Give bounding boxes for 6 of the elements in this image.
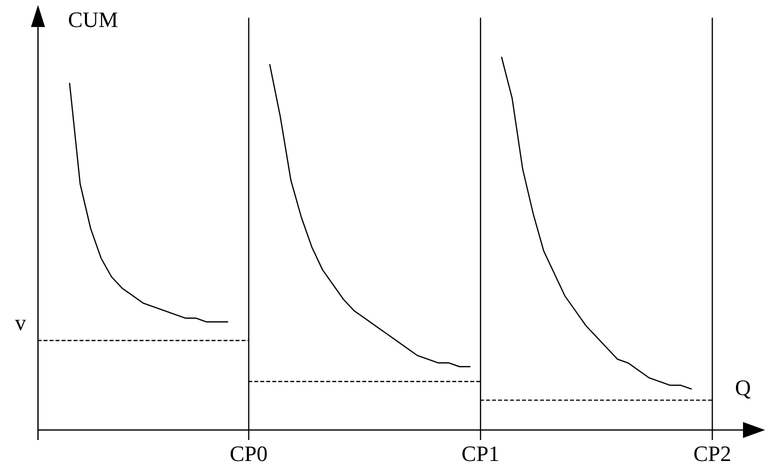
x-tick-label: CP1: [462, 441, 500, 466]
x-tick-label: CP0: [230, 441, 268, 466]
x-tick-label: CP2: [693, 441, 732, 466]
y-axis-title: CUM: [68, 7, 118, 32]
x-axis-title: Q: [735, 375, 751, 400]
text: v: [15, 310, 26, 335]
